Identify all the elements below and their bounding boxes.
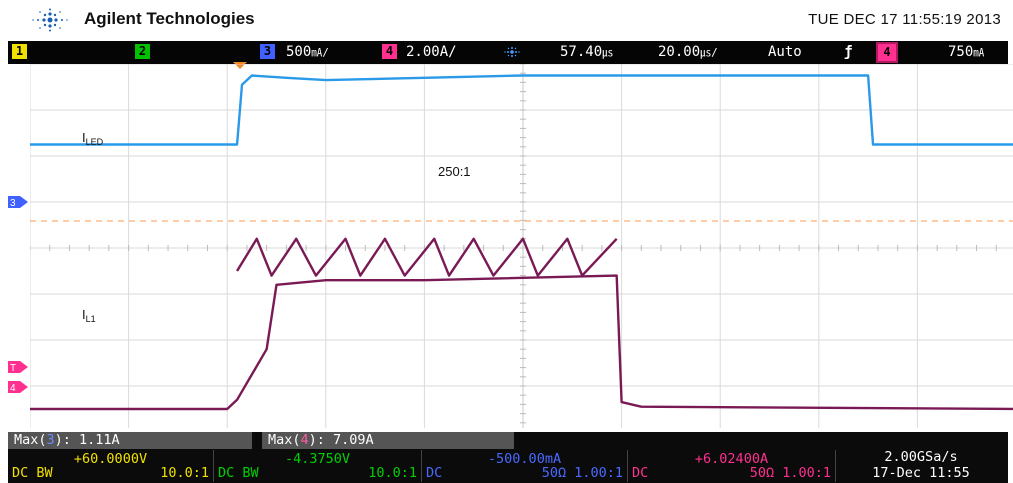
- ch3-probe: 50Ω 1.00:1: [541, 465, 623, 481]
- time-position[interactable]: 57.40㎲: [560, 44, 613, 60]
- ch3-marker-label: 3: [10, 198, 16, 208]
- header: Agilent Technologies TUE DEC 17 11:55:19…: [0, 0, 1013, 38]
- ch4-marker-label: 4: [10, 383, 16, 393]
- trigger-level-unit: ㎃: [973, 46, 985, 59]
- ch3-offset: -500.00mA: [487, 451, 562, 467]
- ch2-settings[interactable]: -4.3750V DC BW 10.0:1: [214, 450, 422, 482]
- trigger-source-badge[interactable]: 4: [876, 42, 898, 63]
- waveform-traces: [30, 74, 1013, 411]
- ch4-offset: +6.02400A: [694, 451, 769, 467]
- max3-label: Max(: [14, 432, 47, 448]
- ch3-settings[interactable]: -500.00mA DC 50Ω 1.00:1: [422, 450, 628, 482]
- ch3-badge[interactable]: 3: [260, 44, 275, 59]
- ch1-offset: +60.0000V: [73, 451, 148, 467]
- ch3-scale[interactable]: 500㎃/: [286, 44, 329, 60]
- ch3-coupling: DC: [426, 465, 443, 481]
- ch4-coupling: DC: [632, 465, 649, 481]
- measurement-bar: Max(3): 1.11A Max(4): 7.09A +60.0000V DC…: [8, 432, 1008, 483]
- max4-ch: 4: [300, 432, 309, 448]
- ch4-ground-marker[interactable]: 4: [8, 380, 30, 394]
- trigger-slope-icon: ƒ: [844, 44, 853, 60]
- max4-label: Max(: [268, 432, 301, 448]
- trigger-marker-label: T: [10, 363, 16, 373]
- header-datetime: TUE DEC 17 11:55:19 2013: [808, 11, 1001, 28]
- max-ch4-measurement[interactable]: Max(4): 7.09A: [262, 432, 514, 449]
- agilent-spark-logo: [32, 8, 68, 32]
- ch1-badge[interactable]: 1: [12, 44, 27, 59]
- ch4-badge[interactable]: 4: [382, 44, 397, 59]
- time-position-unit: ㎲: [602, 46, 614, 59]
- grid-lines: [30, 64, 1013, 428]
- ch1-coupling: DC BW: [12, 465, 53, 481]
- ch1-settings[interactable]: +60.0000V DC BW 10.0:1: [8, 450, 214, 482]
- ch1-probe: 10.0:1: [160, 465, 209, 481]
- trace-series-1: [30, 74, 1013, 146]
- ch2-badge[interactable]: 2: [135, 44, 150, 59]
- sample-rate: 2.00GSa/s: [884, 449, 958, 465]
- time-reference-icon: [504, 47, 520, 57]
- channel-bar: 1 2 3 500㎃/ 4 2.00A/ 57.40㎲ 20.00㎲/ Auto…: [8, 41, 1008, 64]
- ch3-ground-marker[interactable]: 3: [8, 195, 30, 209]
- time-scale[interactable]: 20.00㎲/: [658, 44, 718, 60]
- time-position-value: 57.40: [560, 44, 603, 60]
- ch2-offset: -4.3750V: [284, 451, 351, 467]
- time-scale-value: 20.00: [658, 44, 701, 60]
- trigger-mode[interactable]: Auto: [768, 44, 802, 60]
- max3-ch: 3: [46, 432, 55, 448]
- trigger-level-value: 750: [948, 44, 974, 60]
- max4-value: ): 7.09A: [308, 432, 374, 448]
- ch4-settings[interactable]: +6.02400A DC 50Ω 1.00:1: [628, 450, 836, 482]
- annotation-iled: ILED: [82, 130, 104, 147]
- trigger-level[interactable]: 750㎃: [948, 44, 984, 60]
- brand-name: Agilent Technologies: [84, 9, 255, 28]
- ch4-probe: 50Ω 1.00:1: [749, 465, 831, 481]
- time-scale-unit: ㎲/: [700, 46, 718, 59]
- ch3-scale-value: 500: [286, 44, 312, 60]
- trace-series-3: [236, 237, 618, 277]
- trace-series-2: [30, 274, 1013, 411]
- annotation-il1: IL1: [82, 307, 96, 324]
- max3-value: ): 1.11A: [54, 432, 120, 448]
- ch2-coupling: DC BW: [218, 465, 259, 481]
- ch2-probe: 10.0:1: [368, 465, 417, 481]
- oscilloscope-graticule: ILED IL1 250:1: [30, 64, 1013, 428]
- ch3-scale-unit: ㎃/: [311, 46, 329, 59]
- annotation-ratio: 250:1: [438, 164, 471, 179]
- acquisition-date: 17-Dec 11:55: [872, 465, 970, 481]
- max-ch3-measurement[interactable]: Max(3): 1.11A: [8, 432, 252, 449]
- ch4-scale[interactable]: 2.00A/: [406, 44, 457, 60]
- trigger-level-marker[interactable]: T: [8, 360, 30, 374]
